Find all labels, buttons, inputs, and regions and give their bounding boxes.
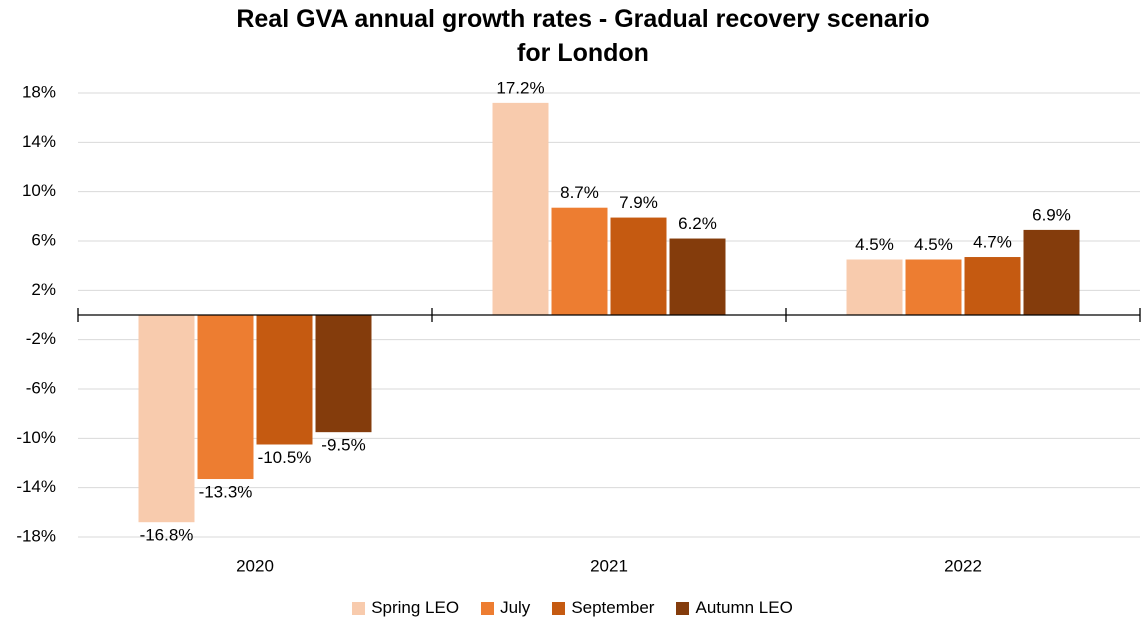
legend-swatch <box>552 601 566 615</box>
legend-item: September <box>552 598 654 618</box>
x-tick-label: 2020 <box>236 556 274 575</box>
data-label: 4.5% <box>914 235 953 254</box>
legend-swatch <box>481 601 495 615</box>
data-label: 6.2% <box>678 214 717 233</box>
legend-label: July <box>500 598 531 617</box>
legend: Spring LEO July September Autumn LEO <box>0 598 1145 618</box>
bar <box>551 207 608 315</box>
y-tick-label: 2% <box>31 280 56 299</box>
y-tick-label: -2% <box>26 329 56 348</box>
y-tick-label: -18% <box>16 526 56 545</box>
bar <box>492 102 549 315</box>
y-tick-label: -6% <box>26 378 56 397</box>
x-tick-label: 2022 <box>944 556 982 575</box>
legend-item: Autumn LEO <box>676 598 793 618</box>
bar <box>197 315 254 480</box>
data-label: -16.8% <box>140 526 194 545</box>
bar <box>905 259 962 315</box>
bar <box>138 315 195 523</box>
data-label: -10.5% <box>258 448 312 467</box>
y-tick-label: 14% <box>22 132 56 151</box>
legend-item: July <box>481 598 530 618</box>
data-label: 7.9% <box>619 193 658 212</box>
y-tick-label: -10% <box>16 428 56 447</box>
data-label: 17.2% <box>496 78 544 97</box>
legend-swatch <box>352 601 366 615</box>
legend-label: Spring LEO <box>371 598 460 617</box>
bar <box>669 238 726 315</box>
bar <box>315 315 372 433</box>
y-tick-label: 10% <box>22 181 56 200</box>
bar <box>846 259 903 315</box>
data-label: -13.3% <box>199 483 253 502</box>
data-label: 8.7% <box>560 183 599 202</box>
legend-swatch <box>676 601 690 615</box>
y-tick-label: -14% <box>16 477 56 496</box>
bar <box>610 217 667 315</box>
bar <box>1023 229 1080 315</box>
data-label: -9.5% <box>321 436 365 455</box>
x-tick-label: 2021 <box>590 556 628 575</box>
legend-label: September <box>571 598 655 617</box>
y-tick-label: 6% <box>31 230 56 249</box>
data-label: 6.9% <box>1032 205 1071 224</box>
y-tick-label: 18% <box>22 82 56 101</box>
legend-item: Spring LEO <box>352 598 459 618</box>
bar <box>964 257 1021 315</box>
bar <box>256 315 313 445</box>
data-label: 4.7% <box>973 233 1012 252</box>
legend-label: Autumn LEO <box>695 598 793 617</box>
chart-title: Real GVA annual growth rates - Gradual r… <box>236 5 930 67</box>
data-label: 4.5% <box>855 235 894 254</box>
